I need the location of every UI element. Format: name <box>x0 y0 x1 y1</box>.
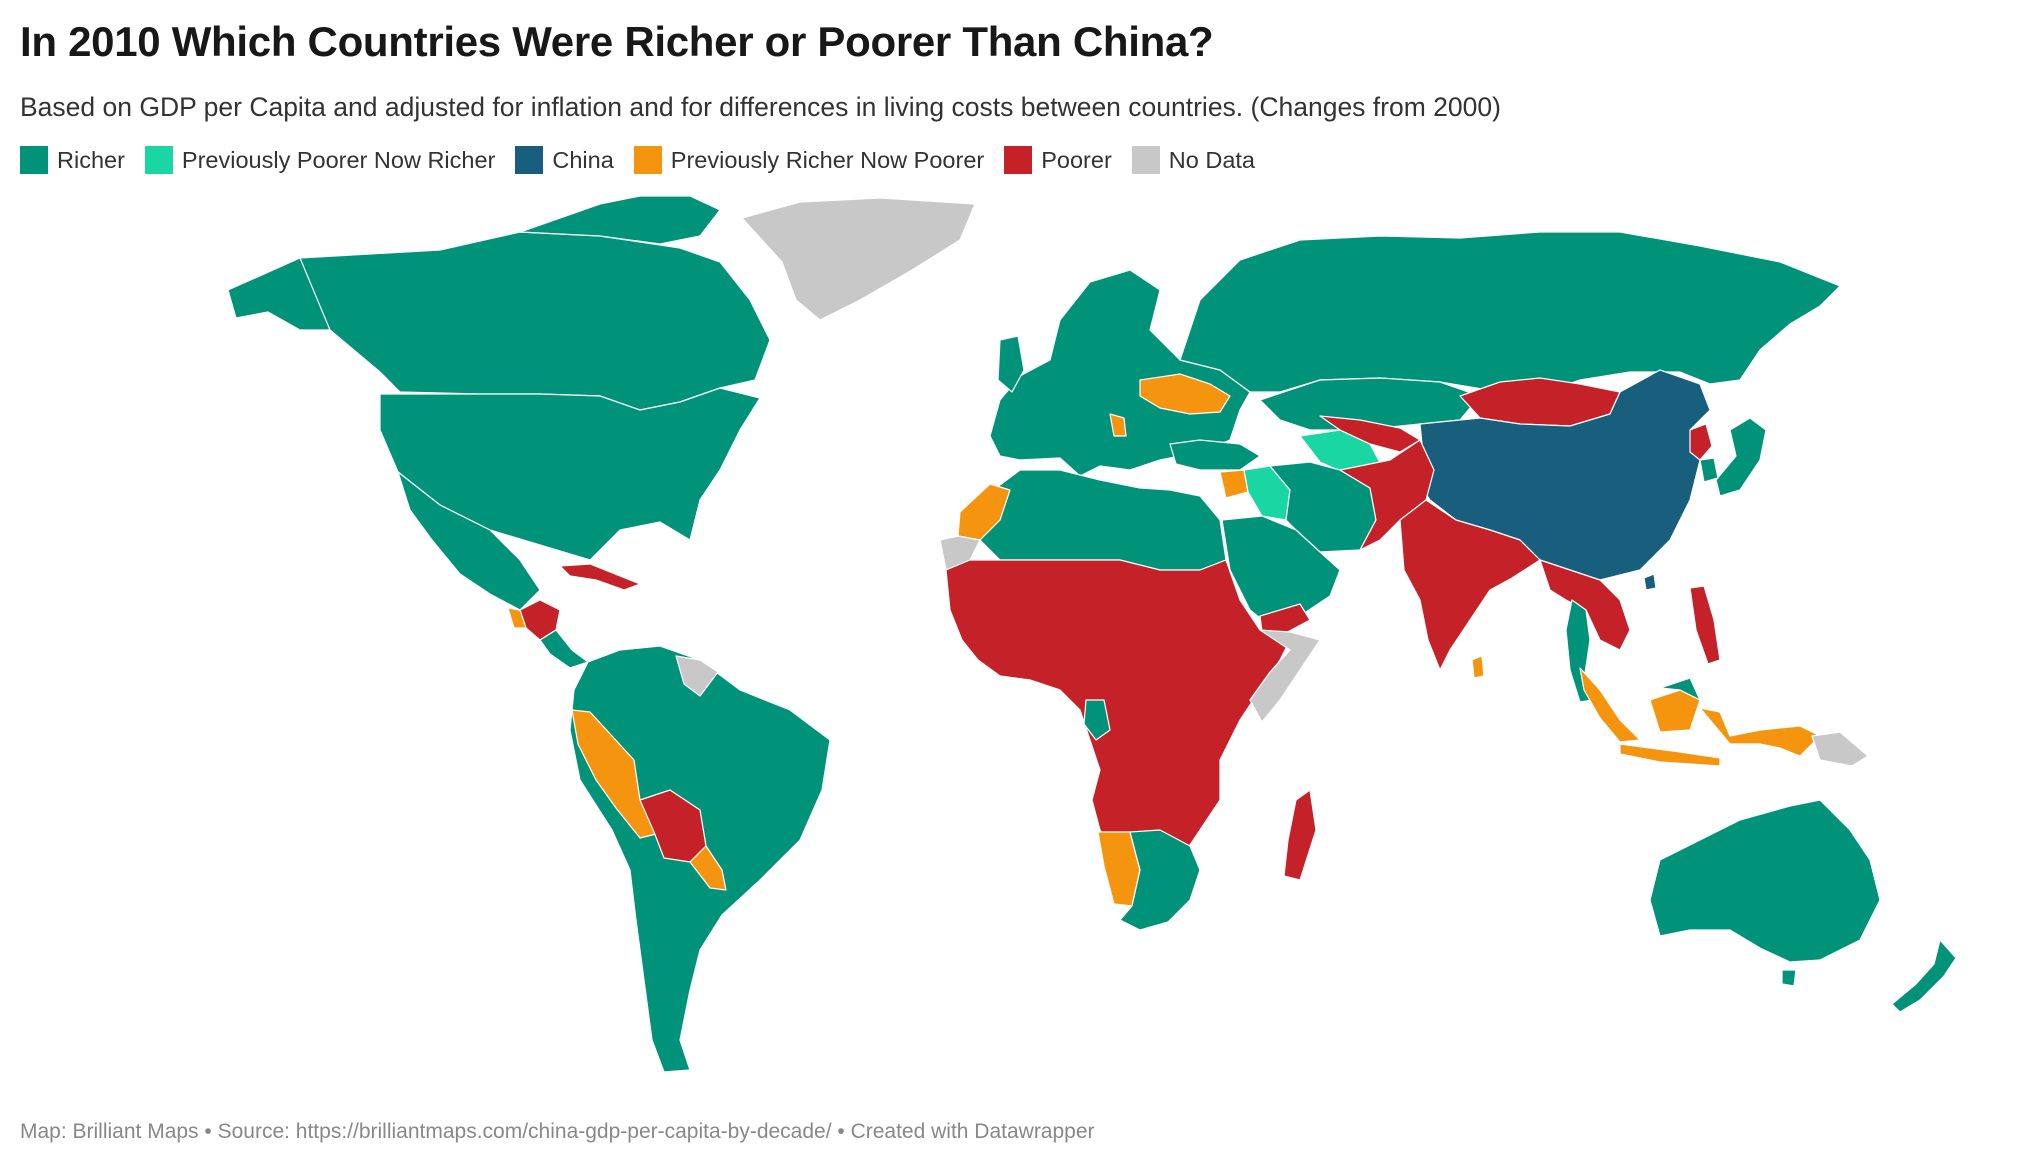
region-tasmania <box>1781 969 1797 987</box>
region-gabon-congo <box>1083 699 1111 741</box>
legend-item-richer: Richer <box>20 146 125 174</box>
legend-label-prev-richer-now-poorer: Previously Richer Now Poorer <box>670 146 985 173</box>
legend-item-poorer: Poorer <box>1004 146 1112 174</box>
region-new-zealand <box>1891 939 1957 1013</box>
region-australia <box>1649 799 1881 963</box>
region-indonesia-java <box>1619 743 1721 767</box>
region-guianas <box>675 655 719 697</box>
chart-subtitle: Based on GDP per Capita and adjusted for… <box>20 92 1501 122</box>
legend-label-poorer: Poorer <box>1041 146 1112 173</box>
region-south-korea <box>1699 457 1719 483</box>
region-madagascar <box>1283 789 1317 881</box>
region-india <box>1399 499 1541 671</box>
region-north-korea <box>1689 423 1713 461</box>
region-ukraine <box>1139 373 1231 415</box>
legend-item-china: China <box>515 146 614 174</box>
region-sri-lanka <box>1471 655 1485 679</box>
region-north-africa <box>979 469 1227 571</box>
region-syria <box>1219 469 1249 499</box>
legend-item-prev-richer-now-poorer: Previously Richer Now Poorer <box>633 146 985 174</box>
region-western-sahara <box>939 535 981 571</box>
legend-label-prev-poorer-now-richer: Previously Poorer Now Richer <box>181 146 496 173</box>
legend-swatch-china <box>515 146 544 174</box>
legend-item-prev-poorer-now-richer: Previously Poorer Now Richer <box>144 146 496 174</box>
region-botswana-south-africa <box>1119 829 1201 931</box>
region-paraguay <box>689 845 727 891</box>
chart-title: In 2010 Which Countries Were Richer or P… <box>20 18 1214 65</box>
legend-label-china: China <box>552 146 614 173</box>
region-yemen <box>1259 603 1311 637</box>
region-balkans-orange <box>1109 413 1127 437</box>
region-taiwan-hainan <box>1643 573 1657 591</box>
legend-swatch-no-data <box>1131 146 1160 174</box>
region-cuba-haiti <box>559 563 641 591</box>
legend-swatch-richer <box>20 146 48 174</box>
region-russia <box>1179 231 1841 395</box>
legend-item-no-data: No Data <box>1131 146 1255 174</box>
region-alaska <box>227 257 331 331</box>
region-malaysia-borneo <box>1659 677 1701 701</box>
world-map <box>227 195 1957 1073</box>
region-papua-new-guinea <box>1811 731 1869 767</box>
legend-swatch-prev-poorer-now-richer <box>144 146 173 174</box>
legend-label-richer: Richer <box>57 146 125 173</box>
source-footer: Map: Brilliant Maps • Source: https://br… <box>20 1120 1095 1143</box>
region-greenland <box>741 197 976 321</box>
region-mainland-se-asia <box>1539 559 1631 651</box>
region-japan <box>1715 417 1767 497</box>
region-arctic-islands <box>519 195 721 245</box>
region-canada <box>299 231 771 411</box>
legend-swatch-poorer <box>1004 146 1033 174</box>
region-borneo <box>1649 689 1701 733</box>
region-turkey <box>1169 439 1261 471</box>
region-central-america-south <box>539 629 589 669</box>
legend-label-no-data: No Data <box>1168 146 1255 173</box>
region-sulawesi-papua <box>1699 707 1821 757</box>
region-sub-saharan-africa <box>945 559 1291 865</box>
region-arabia <box>1221 515 1341 627</box>
region-central-america-orange <box>507 607 527 629</box>
region-somalia <box>1249 629 1321 723</box>
legend: Richer Previously Poorer Now Richer Chin… <box>20 146 1275 174</box>
region-uk <box>997 335 1025 393</box>
region-indonesia-west <box>1579 667 1641 743</box>
legend-swatch-prev-richer-now-poorer <box>633 146 662 174</box>
region-philippines <box>1689 585 1721 665</box>
